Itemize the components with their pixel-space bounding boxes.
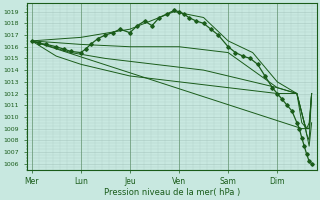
X-axis label: Pression niveau de la mer( hPa ): Pression niveau de la mer( hPa ) xyxy=(103,188,240,197)
